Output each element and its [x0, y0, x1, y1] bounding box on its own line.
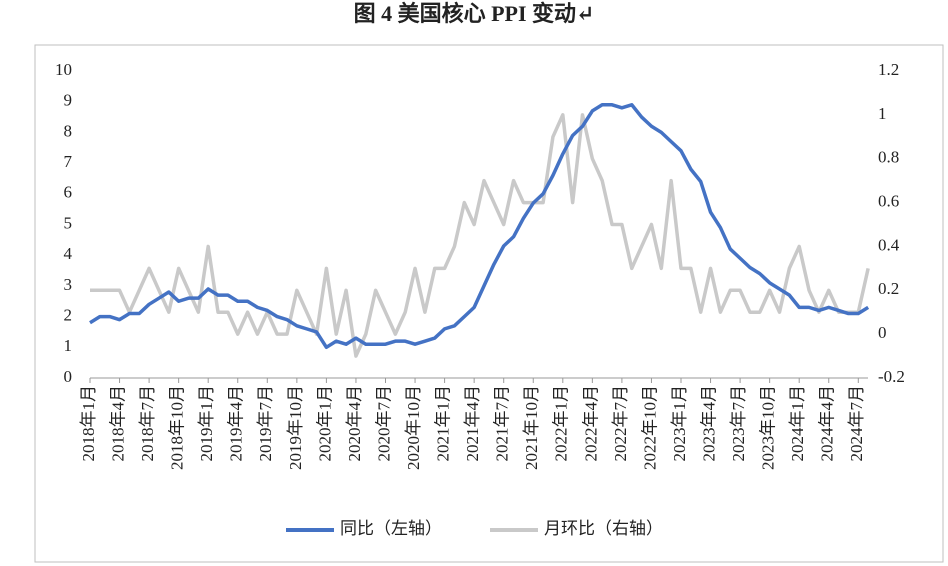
- y-tick-label: 6: [64, 183, 73, 202]
- legend-label: 月环比（右轴）: [544, 519, 663, 538]
- y-tick-label: 7: [64, 152, 73, 171]
- y2-tick-label: 0: [878, 323, 887, 342]
- y2-tick-label: 0.6: [878, 191, 899, 210]
- y-tick-label: 9: [64, 91, 73, 110]
- x-tick-label: 2022年7月: [611, 385, 630, 462]
- y2-tick-label: 0.8: [878, 148, 899, 167]
- y-tick-label: 1: [64, 336, 73, 355]
- x-tick-label: 2024年1月: [788, 385, 807, 462]
- y-tick-label: 8: [64, 121, 73, 140]
- x-tick-label: 2018年7月: [138, 385, 157, 462]
- x-tick-label: 2021年7月: [493, 385, 512, 462]
- x-tick-label: 2024年4月: [818, 385, 837, 462]
- y-tick-label: 4: [64, 244, 73, 263]
- x-tick-label: 2018年10月: [168, 385, 187, 470]
- y2-tick-label: 1: [878, 104, 887, 123]
- x-tick-label: 2018年4月: [108, 385, 127, 462]
- x-tick-label: 2022年10月: [640, 385, 659, 470]
- y-tick-label: 2: [64, 306, 73, 325]
- series-line: [89, 103, 870, 350]
- x-tick-label: 2024年7月: [847, 385, 866, 462]
- x-tick-label: 2019年1月: [197, 385, 216, 462]
- x-tick-label: 2023年4月: [699, 385, 718, 462]
- x-tick-label: 2019年7月: [256, 385, 275, 462]
- x-tick-label: 2023年1月: [670, 385, 689, 462]
- y-tick-label: 10: [55, 60, 72, 79]
- y-tick-label: 3: [64, 275, 73, 294]
- x-tick-label: 2021年1月: [434, 385, 453, 462]
- series-line: [90, 113, 870, 358]
- x-tick-label: 2023年10月: [759, 385, 778, 470]
- x-tick-label: 2021年10月: [522, 385, 541, 470]
- chart-border: [34, 44, 944, 563]
- y-tick-label: 5: [64, 213, 73, 232]
- x-tick-label: 2020年7月: [374, 385, 393, 462]
- x-tick-label: 2019年4月: [227, 385, 246, 462]
- x-tick-label: 2022年1月: [552, 385, 571, 462]
- x-tick-label: 2021年4月: [463, 385, 482, 462]
- x-tick-label: 2019年10月: [286, 385, 305, 470]
- y-tick-label: 0: [64, 367, 73, 386]
- chart-title: 图 4 美国核心 PPI 变动↵: [354, 1, 595, 26]
- y2-tick-label: 1.2: [878, 60, 899, 79]
- x-tick-label: 2020年1月: [315, 385, 334, 462]
- legend-label: 同比（左轴）: [340, 519, 442, 538]
- y2-tick-label: 0.2: [878, 279, 899, 298]
- x-tick-label: 2018年1月: [79, 385, 98, 462]
- x-tick-label: 2023年7月: [729, 385, 748, 462]
- x-tick-label: 2020年4月: [345, 385, 364, 462]
- x-tick-label: 2020年10月: [404, 385, 423, 470]
- y2-tick-label: 0.4: [878, 235, 900, 254]
- x-tick-label: 2022年4月: [581, 385, 600, 462]
- y2-tick-label: -0.2: [878, 367, 905, 386]
